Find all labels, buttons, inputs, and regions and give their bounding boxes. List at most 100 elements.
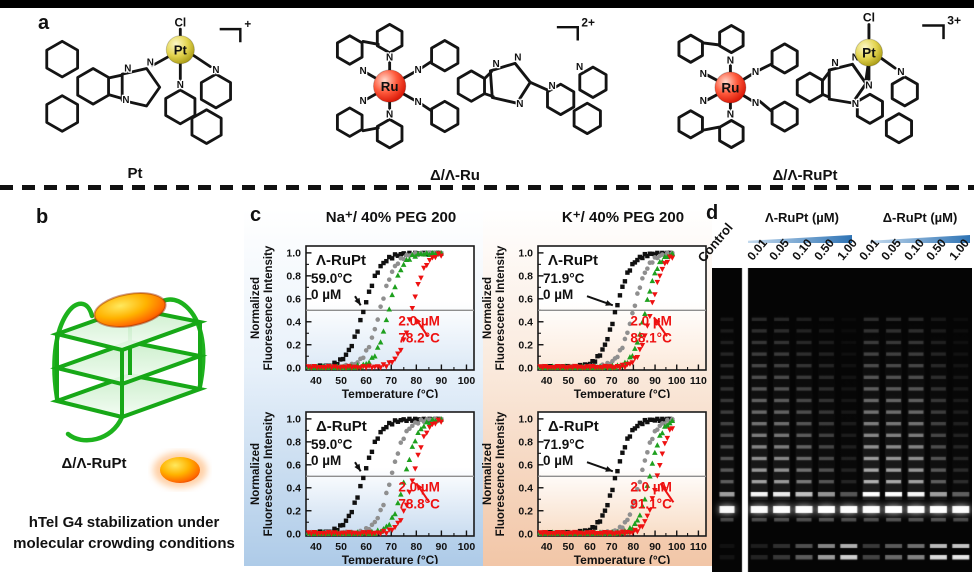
svg-text:N: N <box>212 65 219 76</box>
svg-text:N: N <box>177 80 184 91</box>
melting-curve-plot-na-lambda: 40 50 60 70 80 90 100 0.0 0.2 0.4 0.6 0.8 1.0 Λ-RuPt 5… <box>250 245 476 398</box>
svg-text:1.0: 1.0 <box>286 248 301 260</box>
svg-text:100: 100 <box>668 375 686 387</box>
svg-text:90: 90 <box>436 375 448 387</box>
svg-text:N: N <box>576 62 583 73</box>
svg-text:Normalized: Normalized <box>250 277 262 339</box>
panel-b-label: b <box>36 206 49 228</box>
svg-text:100: 100 <box>668 541 686 553</box>
svg-text:Normalized: Normalized <box>482 277 494 339</box>
structure-name-pt: Pt <box>127 165 143 182</box>
top-border-bar <box>0 0 974 8</box>
svg-text:0.8: 0.8 <box>518 437 533 449</box>
svg-text:N: N <box>700 69 707 80</box>
delta-concentration-wedge <box>870 235 970 243</box>
svg-text:0.8: 0.8 <box>518 271 533 283</box>
svg-text:Λ-RuPt: Λ-RuPt <box>548 252 598 269</box>
svg-text:N: N <box>122 95 129 106</box>
ru-complex-structure: N N N N N N N N N N N Ru 2+ <box>335 15 608 150</box>
structure-name-rupt: Δ/Λ-RuPt <box>772 167 838 184</box>
complex-label: Δ/Λ-RuPt <box>61 455 127 472</box>
svg-text:90: 90 <box>436 541 448 553</box>
svg-text:Normalized: Normalized <box>250 443 262 505</box>
svg-text:60: 60 <box>360 375 372 387</box>
svg-text:N: N <box>514 52 521 63</box>
lane-label: Control <box>694 219 736 265</box>
svg-text:60: 60 <box>584 375 596 387</box>
svg-text:80: 80 <box>628 541 640 553</box>
svg-text:0.0: 0.0 <box>286 529 301 541</box>
pt-metal-sphere <box>165 35 195 65</box>
svg-text:N: N <box>359 66 366 77</box>
svg-text:N: N <box>359 96 366 107</box>
panel-c-label: c <box>250 204 262 226</box>
svg-text:100: 100 <box>458 375 476 387</box>
panel-d-label: d <box>706 202 719 224</box>
svg-text:N: N <box>492 59 499 70</box>
svg-text:80: 80 <box>410 541 422 553</box>
svg-text:0.0: 0.0 <box>286 363 301 375</box>
svg-text:N: N <box>386 109 393 120</box>
svg-text:78.8°C: 78.8°C <box>398 496 440 511</box>
svg-text:N: N <box>727 110 734 121</box>
svg-text:N: N <box>752 67 759 78</box>
svg-text:N: N <box>831 58 838 69</box>
structure-name-ru: Δ/Λ-Ru <box>430 167 480 184</box>
svg-text:Fluorescence Intensity: Fluorescence Intensity <box>263 411 275 536</box>
bound-complex-ellipsoid <box>93 292 167 328</box>
svg-text:71.9°C: 71.9°C <box>543 437 585 452</box>
svg-text:110: 110 <box>690 541 707 553</box>
svg-text:40: 40 <box>310 541 322 553</box>
svg-text:78.2°C: 78.2°C <box>398 330 440 345</box>
svg-text:N: N <box>752 98 759 109</box>
svg-text:91.1°C: 91.1°C <box>630 496 672 511</box>
caption-line-2: molecular crowding conditions <box>13 535 235 552</box>
charge-label: + <box>244 18 251 31</box>
svg-text:Temperature (°C): Temperature (°C) <box>342 553 439 564</box>
k-column-title: K⁺/ 40% PEG 200 <box>561 209 685 226</box>
svg-text:0.2: 0.2 <box>286 506 301 518</box>
svg-text:0.4: 0.4 <box>286 317 301 329</box>
ru-metal-sphere <box>714 71 747 104</box>
panel-a-label: a <box>38 12 50 34</box>
g4-quartet-planes <box>50 305 208 420</box>
svg-text:70: 70 <box>385 375 397 387</box>
svg-text:80: 80 <box>410 375 422 387</box>
charge-bracket <box>556 25 579 41</box>
svg-text:0.8: 0.8 <box>286 271 301 283</box>
svg-text:N: N <box>727 55 734 66</box>
gel-electrophoresis-image <box>712 268 972 572</box>
ru-metal-sphere <box>373 69 407 103</box>
charge-bracket <box>219 27 242 43</box>
delta-group-title: Δ-RuPt (µM) <box>882 210 958 225</box>
svg-text:40: 40 <box>541 541 553 553</box>
caption-line-1: hTel G4 stabilization under <box>28 514 220 531</box>
svg-text:0.6: 0.6 <box>286 294 301 306</box>
svg-text:N: N <box>147 58 154 69</box>
svg-text:N: N <box>415 65 422 76</box>
svg-text:N: N <box>852 99 859 110</box>
svg-text:60: 60 <box>360 541 372 553</box>
svg-text:0.2: 0.2 <box>286 340 301 352</box>
svg-text:N: N <box>415 97 422 108</box>
svg-text:2.0 µM: 2.0 µM <box>630 479 672 494</box>
svg-text:50: 50 <box>335 541 347 553</box>
panel-b-caption: hTel G4 stabilization under molecular cr… <box>0 512 248 554</box>
svg-text:59.0°C: 59.0°C <box>311 271 353 286</box>
svg-text:90: 90 <box>649 375 661 387</box>
svg-text:0 µM: 0 µM <box>543 453 573 468</box>
svg-text:2.0 µM: 2.0 µM <box>630 313 672 328</box>
svg-text:70: 70 <box>606 541 618 553</box>
svg-text:Temperature (°C): Temperature (°C) <box>342 387 439 398</box>
svg-text:N: N <box>700 96 707 107</box>
cl-atom-label: Cl <box>174 16 186 29</box>
svg-text:0.4: 0.4 <box>286 483 301 495</box>
svg-text:1.0: 1.0 <box>518 414 533 426</box>
svg-text:N: N <box>386 52 393 63</box>
pt-metal-sphere <box>854 38 883 67</box>
charge-label: 3+ <box>947 14 961 28</box>
svg-text:0.0: 0.0 <box>518 529 533 541</box>
svg-text:Fluorescence Intensity: Fluorescence Intensity <box>495 245 507 370</box>
ru-atom-label: Ru <box>381 79 399 94</box>
